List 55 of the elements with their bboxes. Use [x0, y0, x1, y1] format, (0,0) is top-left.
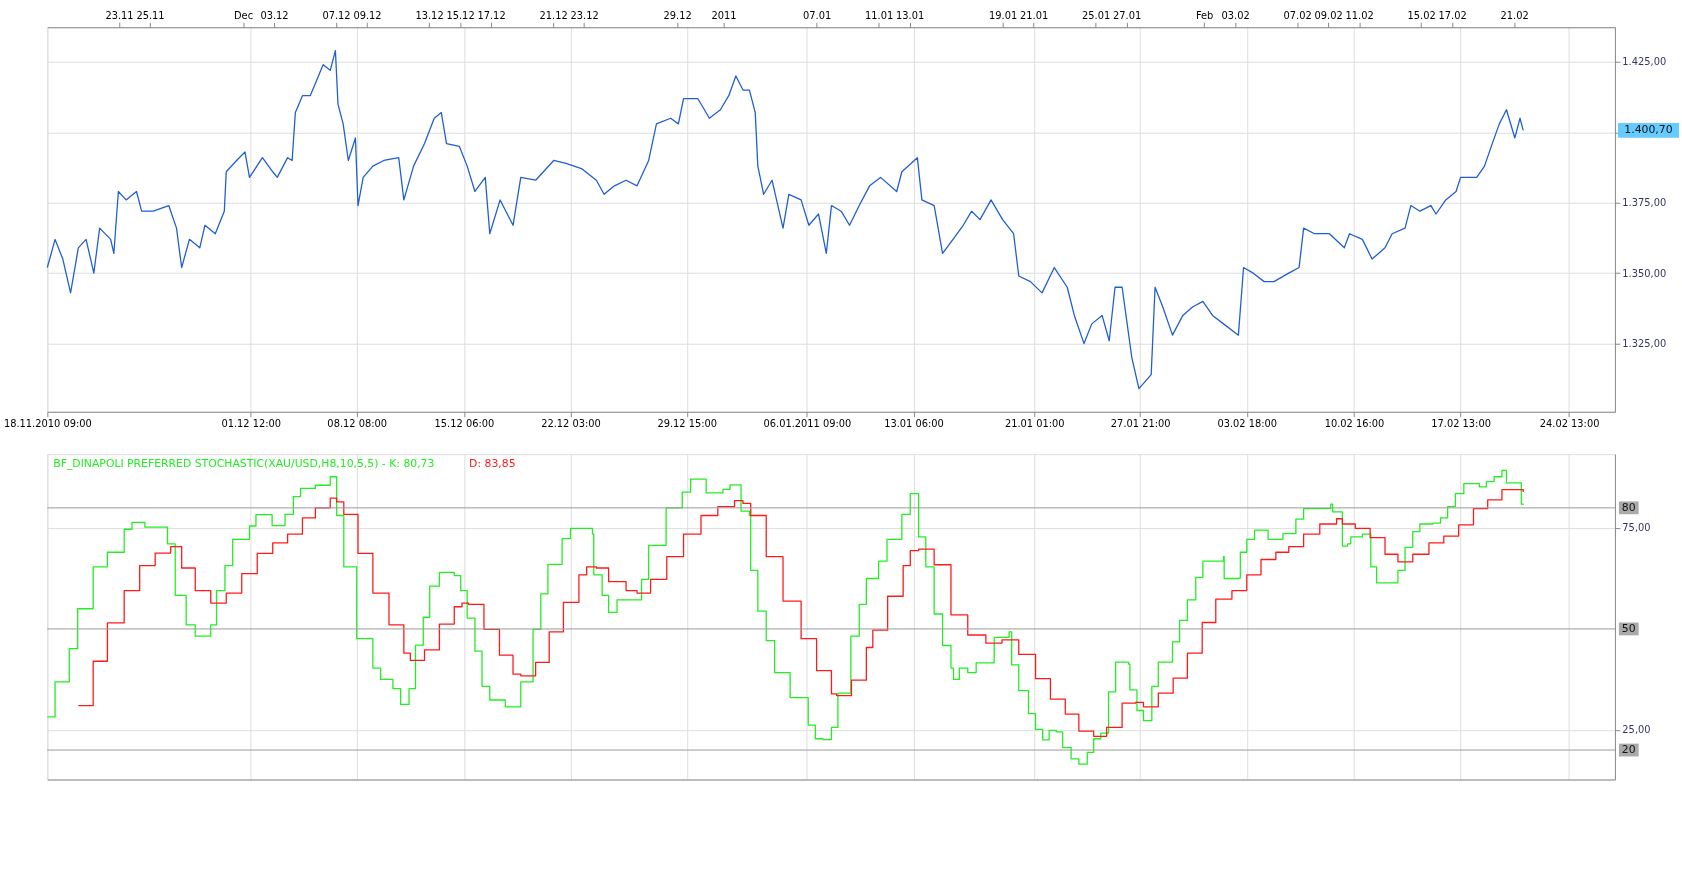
x2-tick-label: 27.01	[1113, 9, 1142, 21]
y-tick-label: 75,00	[1622, 522, 1651, 534]
ref-line-label: 80	[1621, 500, 1636, 514]
x2-tick-label: 29.12	[663, 9, 692, 21]
x-tick-label: 06.01.2011 09:00	[763, 418, 852, 430]
x2-tick-label: 17.12	[477, 9, 506, 21]
x2-tick-label: 07.12	[322, 9, 351, 21]
x-tick-label: 27.01 21:00	[1110, 418, 1171, 430]
ref-line-label: 20	[1621, 743, 1636, 756]
x2-tick-label: 03.02	[1221, 9, 1250, 21]
text: 1.400,70	[1624, 123, 1673, 137]
x-tick-label: 29.12 15:00	[657, 418, 718, 430]
y-tick-label: 1.325,00	[1622, 338, 1667, 350]
x2-tick-label: Dec	[234, 9, 254, 21]
x2-tick-label: 09.12	[353, 9, 382, 21]
x-tick-label: 03.02 18:00	[1217, 418, 1278, 430]
x2-tick-label: 25.01	[1082, 9, 1111, 21]
x2-tick-label: 15.12	[446, 9, 475, 21]
x-tick-label: 15.12 06:00	[434, 418, 495, 430]
x2-tick-label: 07.01	[803, 9, 832, 21]
ref-line-label: 50	[1621, 621, 1636, 635]
text: D: 83,85	[469, 456, 516, 470]
y-tick-label: 25,00	[1622, 724, 1651, 736]
y-tick-label: 1.350,00	[1622, 267, 1667, 279]
x2-tick-label: 13.12	[415, 9, 444, 21]
x2-tick-label: 21.02	[1500, 9, 1529, 21]
x2-tick-label: 13.01	[896, 9, 925, 21]
x2-tick-label: 09.02	[1314, 9, 1343, 21]
x2-tick-label: 07.02	[1283, 9, 1312, 21]
x-tick-label: 22.12 03:00	[541, 418, 601, 430]
x2-tick-label: 23.11	[105, 9, 134, 21]
x-tick-label: 08.12 08:00	[327, 418, 388, 430]
x2-tick-label: 19.01	[989, 9, 1018, 21]
x2-tick-label: 11.02	[1345, 9, 1374, 21]
x2-tick-label: 03.12	[260, 9, 289, 21]
x2-tick-label: 21.12	[539, 9, 568, 21]
x2-tick-label: 11.01	[865, 9, 894, 21]
x-tick-label: 24.02 13:00	[1539, 418, 1600, 430]
x2-tick-label: 17.02	[1438, 9, 1467, 21]
x2-tick-label: 25.11	[136, 9, 165, 21]
x2-tick-label: 21.01	[1020, 9, 1049, 21]
x-tick-label: 17.02 13:00	[1431, 418, 1491, 430]
x-tick-label: 01.12 12:00	[221, 418, 282, 430]
x2-tick-label: 2011	[711, 9, 737, 21]
x-tick-label: 10.02 16:00	[1324, 418, 1385, 430]
x-tick-label: 13.01 06:00	[884, 418, 944, 430]
y-tick-label: 1.425,00	[1622, 56, 1667, 68]
x-tick-label: 21.01 01:00	[1004, 418, 1065, 430]
y-tick-label: 1.375,00	[1622, 197, 1667, 209]
x2-tick-label: Feb	[1195, 9, 1214, 21]
x-tick-label: 18.11.2010 09:00	[3, 418, 92, 430]
line-series	[46, 49, 1524, 390]
x2-tick-label: 23.12	[570, 9, 599, 21]
text: BF_DINAPOLI PREFERRED STOCHASTIC(XAU/USD,H8,10,5,5) - K: 80,73	[53, 456, 435, 470]
x2-tick-label: 15.02	[1407, 9, 1436, 21]
